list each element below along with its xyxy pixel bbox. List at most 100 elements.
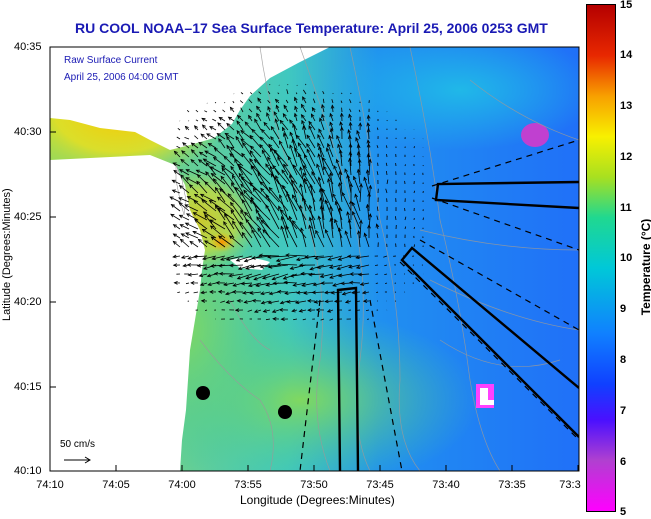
current-vector-head bbox=[213, 271, 219, 276]
current-vector bbox=[223, 156, 235, 167]
current-vector bbox=[385, 188, 388, 194]
colorbar-tick: 11 bbox=[620, 202, 632, 214]
current-vector bbox=[236, 120, 244, 131]
current-vector-head bbox=[240, 138, 245, 143]
current-vector bbox=[260, 291, 271, 295]
current-vector bbox=[218, 235, 235, 248]
current-vector-head bbox=[256, 112, 260, 118]
current-vector-head bbox=[251, 256, 256, 260]
current-vector bbox=[193, 291, 199, 294]
current-vector bbox=[174, 151, 181, 158]
current-vector-head bbox=[346, 211, 350, 216]
current-vector-head bbox=[217, 122, 222, 127]
current-vector-head bbox=[240, 130, 245, 134]
current-vector bbox=[237, 273, 253, 280]
current-vector-head bbox=[202, 211, 208, 216]
current-vector bbox=[317, 143, 325, 158]
current-vector bbox=[285, 99, 289, 104]
current-vector-head bbox=[257, 227, 262, 232]
current-vector bbox=[263, 309, 271, 312]
current-vector-head bbox=[351, 290, 356, 295]
current-vector-head bbox=[243, 300, 248, 304]
current-vector-head bbox=[306, 299, 312, 303]
current-vector-head bbox=[185, 232, 190, 236]
current-vector bbox=[302, 89, 307, 95]
xtick-label: 73:45 bbox=[366, 479, 394, 491]
current-vector-head bbox=[316, 163, 320, 168]
current-vector bbox=[317, 134, 325, 149]
scale-arrow bbox=[64, 456, 91, 464]
current-vector bbox=[301, 104, 307, 113]
current-vector bbox=[261, 300, 271, 304]
current-vector-head bbox=[173, 281, 178, 285]
current-vector-head bbox=[185, 169, 190, 173]
current-vector-head bbox=[265, 282, 270, 287]
current-vector-head bbox=[299, 166, 303, 171]
current-vector-head bbox=[283, 104, 288, 109]
current-vector-head bbox=[241, 152, 246, 157]
current-vector-head bbox=[255, 283, 260, 288]
colorbar-tick: 10 bbox=[620, 252, 633, 264]
current-vector bbox=[276, 255, 298, 262]
current-vector-head bbox=[260, 128, 265, 133]
current-vector-head bbox=[237, 266, 243, 270]
current-vector bbox=[277, 263, 298, 266]
current-vector bbox=[199, 151, 208, 158]
current-vector bbox=[253, 273, 271, 280]
current-vector-head bbox=[298, 263, 304, 268]
current-vector bbox=[317, 264, 334, 269]
current-vector-head bbox=[265, 204, 270, 209]
current-vector bbox=[329, 273, 343, 279]
current-vector-head bbox=[196, 263, 202, 268]
current-vector bbox=[367, 122, 370, 131]
current-vector-head bbox=[348, 151, 353, 156]
current-vector bbox=[312, 291, 325, 293]
current-vector-head bbox=[220, 175, 225, 180]
current-vector bbox=[267, 91, 271, 95]
ytick-label: 40:15 bbox=[14, 381, 42, 393]
current-vector-head bbox=[282, 126, 286, 131]
current-vector bbox=[235, 136, 244, 149]
current-vector-head bbox=[347, 134, 352, 140]
current-vector bbox=[195, 119, 199, 122]
current-vector bbox=[245, 219, 262, 239]
current-vector-head bbox=[349, 272, 354, 276]
current-vector-head bbox=[325, 147, 330, 152]
current-vector-head bbox=[294, 105, 298, 110]
current-vector bbox=[413, 226, 415, 230]
current-vector bbox=[320, 273, 334, 278]
current-vector-head bbox=[178, 214, 183, 219]
current-vector bbox=[178, 202, 190, 212]
current-vector-head bbox=[198, 151, 204, 156]
current-vector-head bbox=[275, 258, 281, 263]
current-vector bbox=[196, 181, 208, 194]
current-vector bbox=[259, 254, 280, 257]
current-vector bbox=[330, 218, 334, 239]
current-vector bbox=[226, 136, 235, 149]
current-vector-head bbox=[359, 183, 363, 188]
current-vector-head bbox=[341, 291, 347, 296]
current-vector-head bbox=[357, 230, 361, 235]
current-vector-head bbox=[329, 127, 334, 133]
current-vector-head bbox=[238, 165, 243, 170]
current-vector bbox=[285, 291, 298, 294]
current-vector-head bbox=[303, 291, 308, 295]
current-vector bbox=[320, 205, 325, 230]
current-vector-head bbox=[218, 263, 223, 268]
current-vector-head bbox=[236, 129, 241, 135]
current-vector bbox=[173, 233, 181, 239]
current-vector-head bbox=[299, 183, 303, 188]
current-vector bbox=[299, 309, 307, 312]
current-vector-head bbox=[200, 299, 206, 303]
current-vector-head bbox=[250, 264, 255, 269]
current-vector-head bbox=[301, 283, 306, 287]
current-vector-head bbox=[172, 240, 177, 245]
current-vector-head bbox=[330, 104, 335, 109]
current-vector bbox=[249, 150, 262, 167]
current-vector bbox=[303, 172, 316, 194]
current-vector-head bbox=[172, 162, 177, 166]
current-vector bbox=[239, 100, 244, 104]
current-vector-head bbox=[283, 163, 288, 168]
current-vector-head bbox=[300, 103, 305, 108]
